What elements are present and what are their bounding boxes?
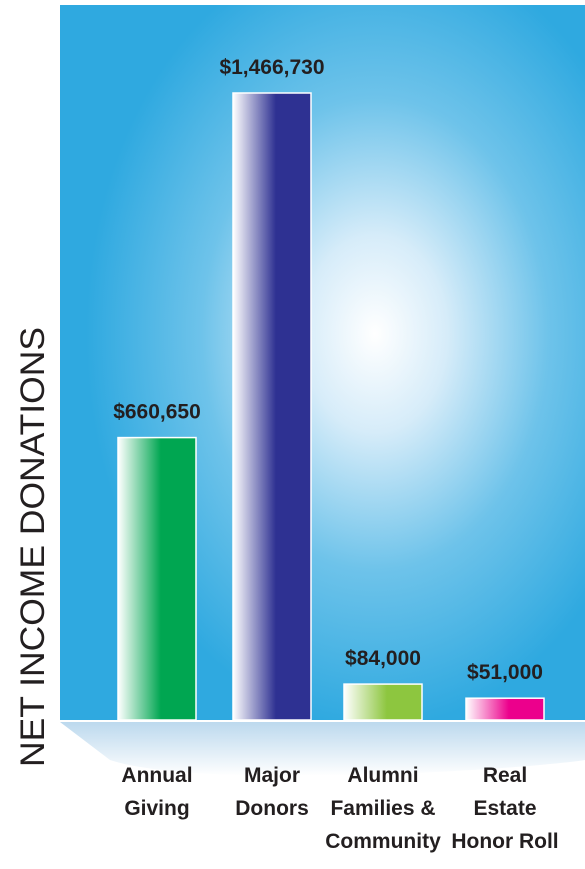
category-label-major-donors-line-1: Major xyxy=(244,764,300,787)
bar-alumni-families-community xyxy=(343,683,423,721)
category-label-real-estate-honor-roll-line-3: Honor Roll xyxy=(451,830,558,853)
category-label-alumni-families-community-line-3: Community xyxy=(325,830,441,853)
value-label-major-donors: $1,466,730 xyxy=(219,56,324,79)
bar-annual-giving xyxy=(117,436,197,721)
floor-shadow xyxy=(60,722,585,776)
bars-group xyxy=(117,92,545,721)
bar-real-estate-honor-roll xyxy=(465,697,545,721)
category-label-alumni-families-community-line-1: Alumni xyxy=(347,764,418,787)
y-axis-label: NET INCOME DONATIONS xyxy=(14,327,52,767)
bar-major-donors xyxy=(232,92,312,721)
value-labels-group: $660,650 $1,466,730 $84,000 $51,000 xyxy=(113,56,543,684)
category-label-annual-giving-line-1: Annual xyxy=(121,764,192,787)
category-label-major-donors-line-2: Donors xyxy=(235,797,309,820)
category-label-alumni-families-community-line-2: Families & xyxy=(330,797,435,820)
value-label-annual-giving: $660,650 xyxy=(113,401,201,424)
category-label-real-estate-honor-roll-line-2: Estate xyxy=(473,797,536,820)
category-label-annual-giving-line-2: Giving xyxy=(124,797,189,820)
value-label-real-estate-honor-roll: $51,000 xyxy=(467,661,543,684)
category-label-real-estate-honor-roll-line-1: Real xyxy=(483,764,527,787)
category-labels-group: Annual Giving Major Donors Alumni Families & C… xyxy=(121,764,558,853)
value-label-alumni-families-community: $84,000 xyxy=(345,647,421,670)
